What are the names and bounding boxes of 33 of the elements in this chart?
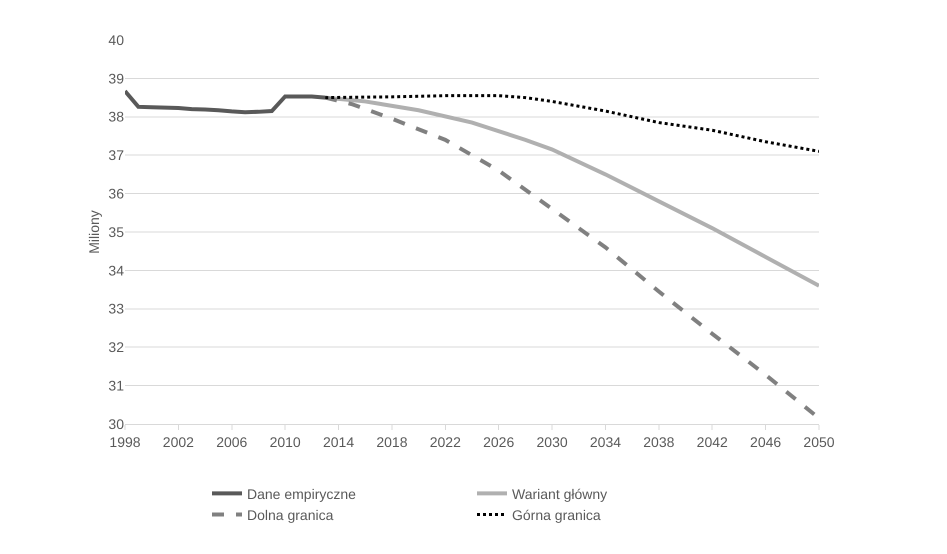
y-tick-label: 34: [108, 262, 124, 278]
x-tick-label: 2034: [590, 434, 622, 450]
y-tick-label: 38: [108, 108, 124, 125]
legend-label: Dolna granica: [247, 507, 334, 524]
x-tick-label: 2006: [216, 434, 248, 450]
line-series: [324, 94, 819, 153]
y-tick-label: 35: [108, 224, 124, 240]
y-tick-label: 33: [108, 300, 124, 317]
x-tick-label: 2010: [270, 434, 301, 450]
y-tick-label: 30: [108, 416, 124, 432]
x-tick-label: 2038: [643, 434, 675, 450]
legend-label: Dane empiryczne: [247, 486, 356, 502]
x-tick-label: 2042: [696, 434, 728, 450]
y-tick-label: 36: [108, 186, 124, 202]
x-tick-label: 2014: [322, 434, 354, 450]
y-tick-label: 32: [108, 339, 124, 356]
legend-label: Górna granica: [512, 507, 601, 524]
x-tick-label: 1998: [109, 434, 141, 450]
x-tick-label: 2046: [750, 434, 782, 450]
y-tick-label: 40: [108, 32, 124, 48]
y-tick-label: 37: [108, 147, 124, 164]
x-tick-label: 2002: [162, 434, 194, 450]
line-series: [125, 89, 328, 114]
x-tick-label: 2022: [430, 434, 462, 450]
legend-label: Wariant główny: [512, 486, 608, 502]
x-tick-label: 2026: [483, 434, 514, 450]
y-tick-label: 31: [108, 378, 124, 394]
line-series: [323, 96, 819, 288]
y-axis-title: Miliony: [86, 210, 102, 254]
x-tick-label: 2018: [376, 434, 408, 450]
y-tick-label: 39: [108, 70, 124, 86]
x-tick-label: 2050: [803, 434, 835, 450]
x-tick-label: 2030: [536, 434, 568, 450]
